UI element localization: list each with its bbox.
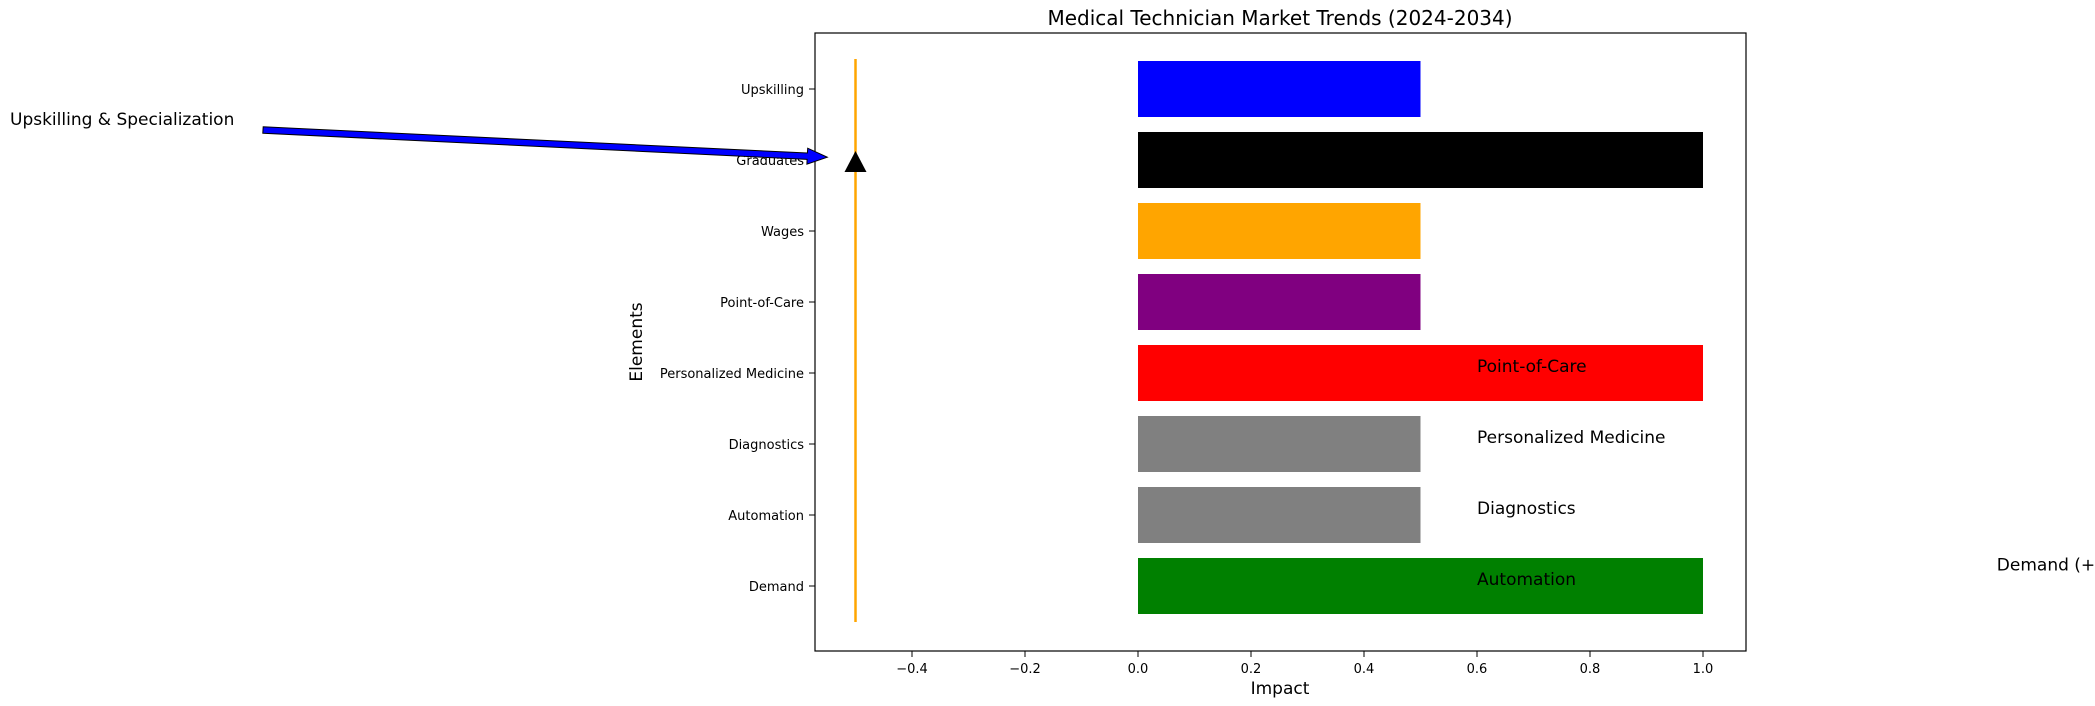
x-tick-label: −0.4 <box>896 662 928 677</box>
annotation-arrow <box>262 126 829 165</box>
x-tick-label: 0.4 <box>1354 662 1375 677</box>
x-tick-label: 0.8 <box>1580 662 1601 677</box>
bar <box>1138 61 1421 117</box>
y-tick-label: Wages <box>761 225 804 240</box>
x-axis-label: Impact <box>1251 679 1310 699</box>
plot-frame <box>814 32 1747 652</box>
x-tick-label: 0.0 <box>1128 662 1149 677</box>
x-tick-label: 1.0 <box>1693 662 1714 677</box>
bar <box>1138 416 1421 472</box>
y-tick-label: Demand <box>749 580 804 595</box>
x-tick-label: −0.2 <box>1009 662 1041 677</box>
chart-title: Medical Technician Market Trends (2024-2… <box>1047 6 1512 30</box>
y-tick-label: Automation <box>728 509 804 524</box>
y-tick-label: Diagnostics <box>729 438 805 453</box>
x-tick-label: 0.6 <box>1467 662 1488 677</box>
y-axis-label: Elements <box>627 302 647 381</box>
annotation-label: Demand (+) <box>1997 556 2095 576</box>
bar <box>1138 487 1421 543</box>
annotation-label: Automation <box>1477 570 1576 590</box>
bar <box>1138 203 1421 259</box>
annotation-label: Personalized Medicine <box>1477 428 1666 448</box>
x-tick-label: 0.2 <box>1241 662 1262 677</box>
annotation-label: Point-of-Care <box>1477 357 1587 377</box>
bar <box>1138 132 1703 188</box>
triangle-marker <box>844 151 867 172</box>
y-tick-label: Upskilling <box>741 83 804 98</box>
arrow-annotation-label: Upskilling & Specialization <box>10 110 234 130</box>
bar <box>1138 274 1421 330</box>
bar <box>1138 558 1703 614</box>
y-tick-label: Point-of-Care <box>720 296 804 311</box>
annotation-label: Diagnostics <box>1477 499 1576 519</box>
bar <box>1138 345 1703 401</box>
y-tick-label: Personalized Medicine <box>660 367 804 382</box>
